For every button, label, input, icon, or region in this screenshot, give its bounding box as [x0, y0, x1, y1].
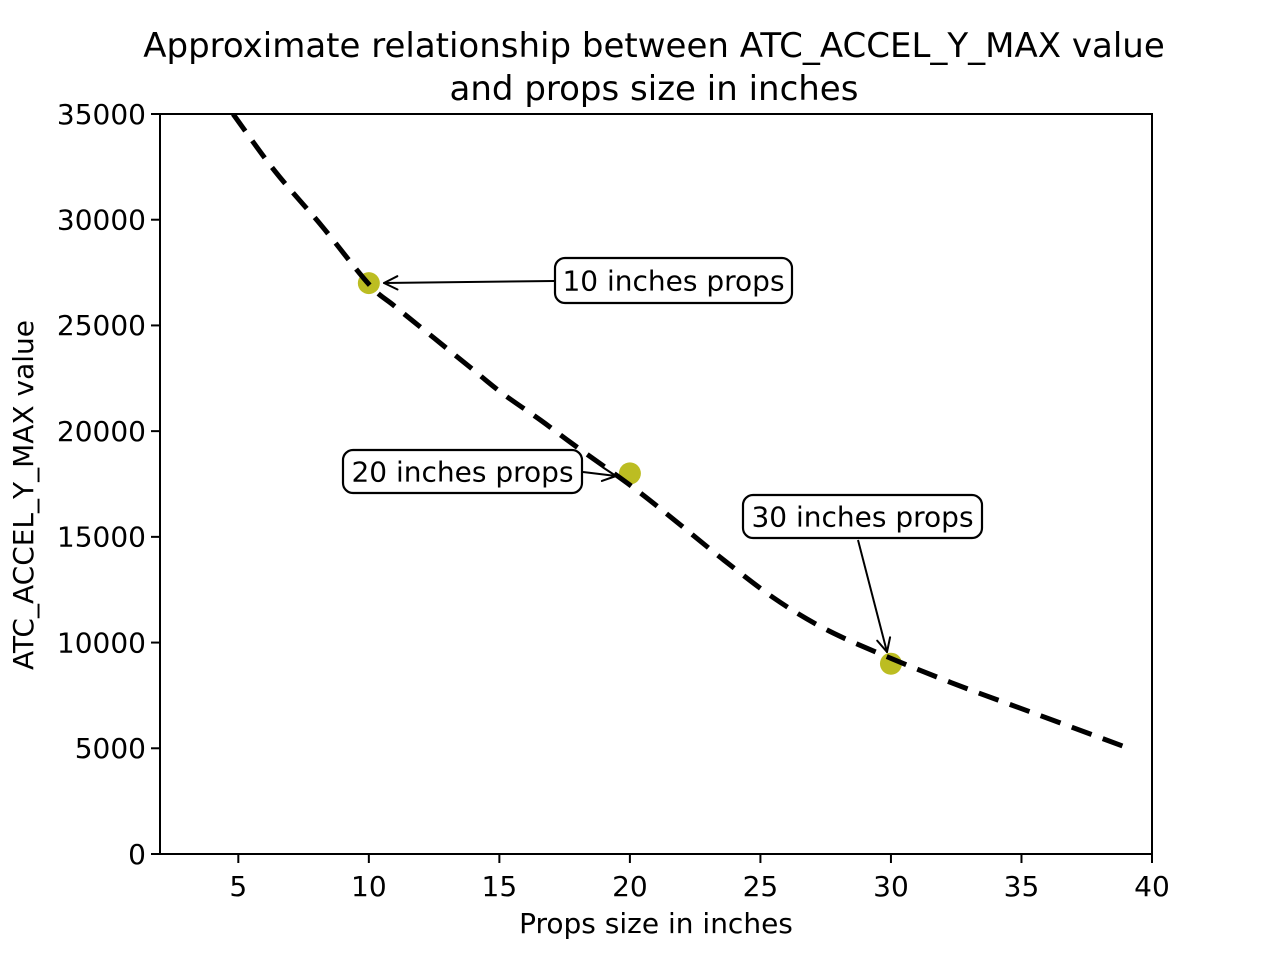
annotation-arrowhead — [383, 275, 399, 284]
y-tick-label: 20000 — [57, 415, 146, 448]
plot-border — [159, 113, 1153, 855]
x-tick-label: 15 — [482, 870, 518, 903]
annotation-arrowhead — [383, 282, 399, 291]
x-axis-label: Props size in inches — [519, 907, 793, 940]
annotation-arrow — [857, 539, 888, 653]
annotation-label: 10 inches props — [562, 265, 784, 298]
annotation-arrowhead — [602, 466, 617, 477]
x-tick-label: 5 — [229, 870, 247, 903]
y-tick-label: 15000 — [57, 521, 146, 554]
annotation-arrowhead — [876, 639, 888, 653]
annotation-box — [341, 448, 584, 495]
y-tick-label: 10000 — [57, 626, 146, 659]
x-tick-label: 35 — [1004, 870, 1040, 903]
x-tick-label: 25 — [743, 870, 779, 903]
y-tick-label: 35000 — [57, 98, 146, 131]
x-tick-label: 30 — [873, 870, 909, 903]
chart-title: and props size in inches — [450, 69, 859, 109]
y-tick-label: 5000 — [75, 732, 146, 765]
x-tick-label: 20 — [612, 870, 648, 903]
annotation-box — [553, 256, 794, 305]
x-tick-label: 10 — [351, 870, 387, 903]
annotation-arrow — [383, 280, 555, 284]
chart-title: Approximate relationship between ATC_ACC… — [143, 26, 1165, 66]
annotation-box — [741, 493, 984, 540]
annotation-arrow — [582, 471, 617, 477]
x-tick-label: 40 — [1134, 870, 1170, 903]
y-tick-label: 0 — [128, 838, 146, 871]
y-tick-label: 30000 — [57, 204, 146, 237]
y-tick-label: 25000 — [57, 309, 146, 342]
annotation-label: 20 inches props — [351, 456, 573, 489]
annotation-label: 30 inches props — [751, 501, 973, 534]
annotation-arrowhead — [600, 475, 617, 482]
y-axis-label: ATC_ACCEL_Y_MAX value — [7, 320, 40, 670]
curve-line — [231, 114, 1127, 750]
annotation-arrowhead — [886, 636, 892, 653]
